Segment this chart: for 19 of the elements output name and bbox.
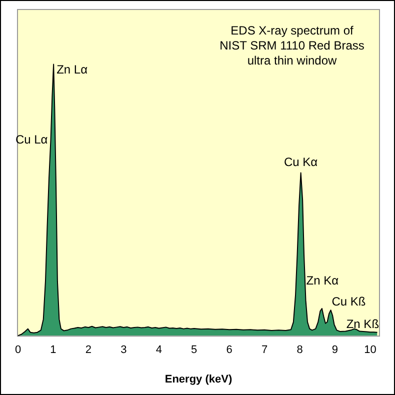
annotation: Zn Kα	[306, 274, 339, 288]
x-tick-label: 0	[14, 344, 22, 356]
x-tick-label: 6	[226, 344, 232, 356]
x-tick-label: 1	[50, 344, 56, 356]
x-axis-title: Energy (keV)	[164, 373, 232, 386]
annotation: Zn Kß	[346, 317, 380, 332]
x-tick-label: 5	[191, 344, 198, 356]
chart-title: EDS X-ray spectrum of NIST SRM 1110 Red Brass ultra thin window	[220, 23, 364, 68]
annotation: Zn Lα	[56, 62, 88, 77]
x-tick-label: 7	[261, 344, 268, 356]
x-tick-label: 10	[364, 344, 376, 356]
annotation: Cu Kß	[332, 294, 366, 308]
annotation: Cu Lα	[15, 132, 48, 147]
annotation: Cu Kα	[284, 155, 318, 170]
x-tick-label: 2	[85, 344, 92, 356]
x-tick-label: 8	[296, 344, 303, 356]
x-tick-label: 4	[156, 344, 162, 356]
x-tick-label: 3	[120, 344, 127, 356]
x-tick-label: 9	[332, 344, 338, 356]
